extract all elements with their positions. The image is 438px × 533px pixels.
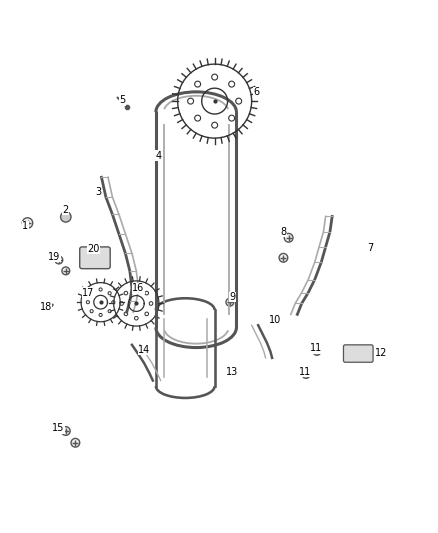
Circle shape — [284, 233, 293, 242]
Circle shape — [226, 298, 234, 306]
Text: 10: 10 — [268, 314, 281, 325]
Circle shape — [149, 302, 153, 305]
Circle shape — [313, 348, 321, 356]
Text: 7: 7 — [367, 243, 374, 253]
Circle shape — [229, 115, 235, 121]
Circle shape — [134, 317, 138, 320]
Circle shape — [229, 81, 235, 87]
Text: 15: 15 — [52, 423, 64, 433]
Text: 5: 5 — [119, 95, 126, 105]
Text: 2: 2 — [63, 205, 69, 215]
Text: 18: 18 — [40, 302, 52, 312]
Circle shape — [90, 310, 93, 313]
Circle shape — [194, 115, 201, 121]
FancyBboxPatch shape — [80, 247, 110, 269]
Text: 3: 3 — [95, 187, 101, 197]
Circle shape — [71, 439, 80, 447]
Circle shape — [108, 310, 111, 313]
Text: 11: 11 — [310, 343, 322, 353]
Text: 8: 8 — [280, 227, 286, 237]
Circle shape — [302, 370, 310, 378]
Text: 17: 17 — [82, 288, 95, 297]
Circle shape — [108, 292, 111, 295]
Circle shape — [120, 302, 124, 305]
Circle shape — [62, 267, 70, 275]
Circle shape — [124, 291, 128, 295]
Text: 20: 20 — [88, 244, 100, 254]
Circle shape — [145, 291, 148, 295]
Text: 19: 19 — [48, 252, 60, 262]
Text: 13: 13 — [226, 367, 238, 377]
Text: 11: 11 — [299, 367, 311, 377]
Circle shape — [124, 312, 128, 316]
Circle shape — [90, 292, 93, 295]
Text: 9: 9 — [229, 292, 235, 302]
Circle shape — [60, 212, 71, 222]
Circle shape — [212, 122, 218, 128]
Circle shape — [61, 426, 70, 435]
Circle shape — [99, 313, 102, 317]
Text: 6: 6 — [253, 87, 259, 98]
Circle shape — [99, 288, 102, 291]
Circle shape — [55, 256, 63, 264]
Circle shape — [212, 74, 218, 80]
Text: 16: 16 — [132, 283, 145, 293]
Circle shape — [194, 81, 201, 87]
Circle shape — [86, 301, 89, 304]
FancyBboxPatch shape — [343, 345, 373, 362]
Circle shape — [187, 98, 194, 104]
Text: 12: 12 — [375, 348, 387, 358]
Circle shape — [22, 218, 33, 228]
Circle shape — [134, 287, 138, 290]
Text: 1: 1 — [22, 221, 28, 231]
Text: 4: 4 — [156, 150, 162, 160]
Text: 14: 14 — [138, 345, 150, 355]
Circle shape — [145, 312, 148, 316]
Circle shape — [236, 98, 242, 104]
Circle shape — [279, 254, 288, 262]
Circle shape — [112, 301, 115, 304]
